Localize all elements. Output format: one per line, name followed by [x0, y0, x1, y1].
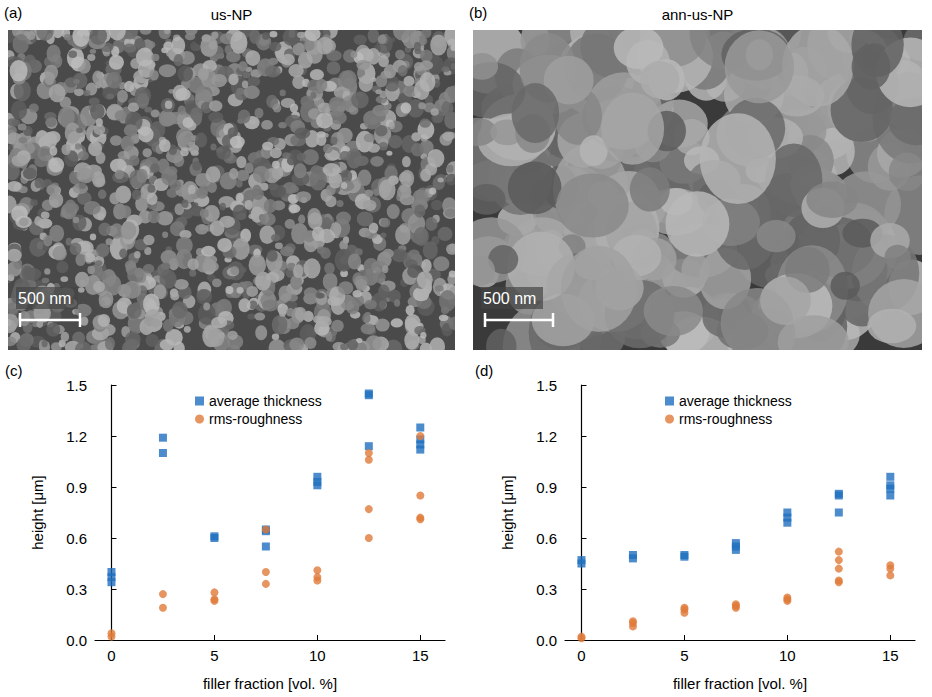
- svg-text:1.2: 1.2: [536, 428, 557, 445]
- svg-text:0.9: 0.9: [66, 479, 87, 496]
- svg-text:average thickness: average thickness: [209, 393, 322, 409]
- svg-text:0.0: 0.0: [66, 632, 87, 649]
- svg-text:500 nm: 500 nm: [483, 290, 536, 307]
- svg-text:0: 0: [577, 647, 585, 664]
- svg-text:0.3: 0.3: [536, 581, 557, 598]
- svg-text:0: 0: [107, 647, 115, 664]
- svg-text:filler fraction [vol. %]: filler fraction [vol. %]: [673, 675, 807, 692]
- svg-text:5: 5: [210, 647, 218, 664]
- svg-text:5: 5: [680, 647, 688, 664]
- svg-text:0.6: 0.6: [536, 530, 557, 547]
- html-text:ann-us-NP: ann-us-NP: [661, 6, 734, 23]
- svg-text:0.6: 0.6: [66, 530, 87, 547]
- svg-text:(c): (c): [5, 362, 23, 379]
- svg-text:0.3: 0.3: [66, 581, 87, 598]
- svg-text:1.2: 1.2: [66, 428, 87, 445]
- svg-text:rms-roughness: rms-roughness: [209, 411, 302, 427]
- svg-text:filler fraction [vol. %]: filler fraction [vol. %]: [203, 675, 337, 692]
- html-text:(b): (b): [469, 4, 488, 21]
- svg-text:15: 15: [412, 647, 429, 664]
- svg-text:15: 15: [882, 647, 899, 664]
- svg-text:height [μm]: height [μm]: [29, 475, 46, 550]
- svg-text:0.0: 0.0: [536, 632, 557, 649]
- svg-text:height [μm]: height [μm]: [499, 475, 516, 550]
- svg-text:rms-roughness: rms-roughness: [679, 411, 772, 427]
- svg-text:1.5: 1.5: [536, 377, 557, 394]
- svg-text:1.5: 1.5: [66, 377, 87, 394]
- svg-text:average thickness: average thickness: [679, 393, 792, 409]
- html-text:us-NP: us-NP: [210, 6, 253, 23]
- html-text:(a): (a): [4, 4, 23, 21]
- svg-text:10: 10: [779, 647, 796, 664]
- svg-text:500 nm: 500 nm: [18, 290, 71, 307]
- svg-text:(d): (d): [475, 362, 493, 379]
- svg-text:0.9: 0.9: [536, 479, 557, 496]
- svg-text:10: 10: [309, 647, 326, 664]
